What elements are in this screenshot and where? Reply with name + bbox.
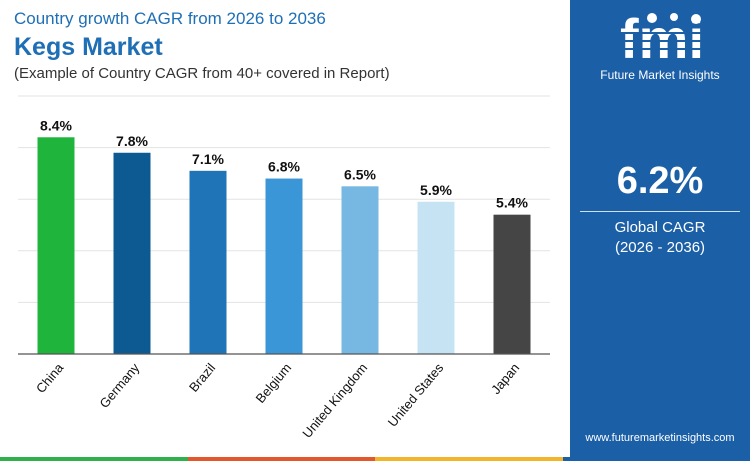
global-cagr-label: Global CAGR (2026 - 2036) [570,218,750,258]
website-link[interactable]: www.futuremarketinsights.com [585,432,735,444]
logo-caption: Future Market Insights [600,68,720,82]
data-label: 5.9% [420,182,452,198]
x-tick-label: Germany [96,360,142,411]
x-tick-label: United Kingdom [299,360,370,441]
data-label: 8.4% [40,117,72,133]
bar-belgium [265,178,303,354]
global-cagr-label-line1: Global CAGR [614,219,706,236]
x-tick-label: China [33,360,67,396]
data-label: 6.5% [344,166,376,182]
globe-icon [647,13,701,24]
x-tick-label: Japan [488,360,522,397]
bar-united-states [417,201,455,354]
global-cagr-value: 6.2% [616,160,704,202]
stat-divider [580,211,740,212]
data-label: 5.4% [496,195,528,211]
x-tick-label: United States [385,360,447,430]
bottom-bar-segment-4 [562,457,750,461]
x-tick-label: Belgium [253,360,295,406]
bar-germany [113,152,151,354]
data-label: 7.8% [116,133,148,149]
chart-header: Country growth CAGR from 2026 to 2036 Ke… [14,8,390,84]
data-label: 7.1% [192,151,224,167]
logo-wordmark: fmi [620,10,704,68]
bottom-bar-segment-2 [187,457,375,461]
bar-china [37,137,75,354]
bottom-bar-segment-3 [375,457,563,461]
bar-chart: 8.4% China 7.8% Germany 7.1% Brazil 6.8% Belgiu… [18,95,550,441]
chart-title: Kegs Market [14,33,163,61]
bar-united-kingdom [341,186,379,354]
bottom-bar-segment-1 [0,457,188,461]
x-tick-label: Brazil [186,360,218,395]
chart-note: (Example of Country CAGR from 40+ covere… [14,65,390,82]
bottom-color-bar [0,457,750,461]
global-cagr-period: (2026 - 2036) [614,239,706,256]
summary-panel: fmi Future Market Insights 6.2% Global C… [570,0,750,461]
bar-japan [493,214,531,354]
chart-subtitle: Country growth CAGR from 2026 to 2036 [14,9,326,28]
bar-brazil [189,170,227,354]
fmi-logo: fmi [592,10,732,68]
data-label: 6.8% [268,159,300,175]
